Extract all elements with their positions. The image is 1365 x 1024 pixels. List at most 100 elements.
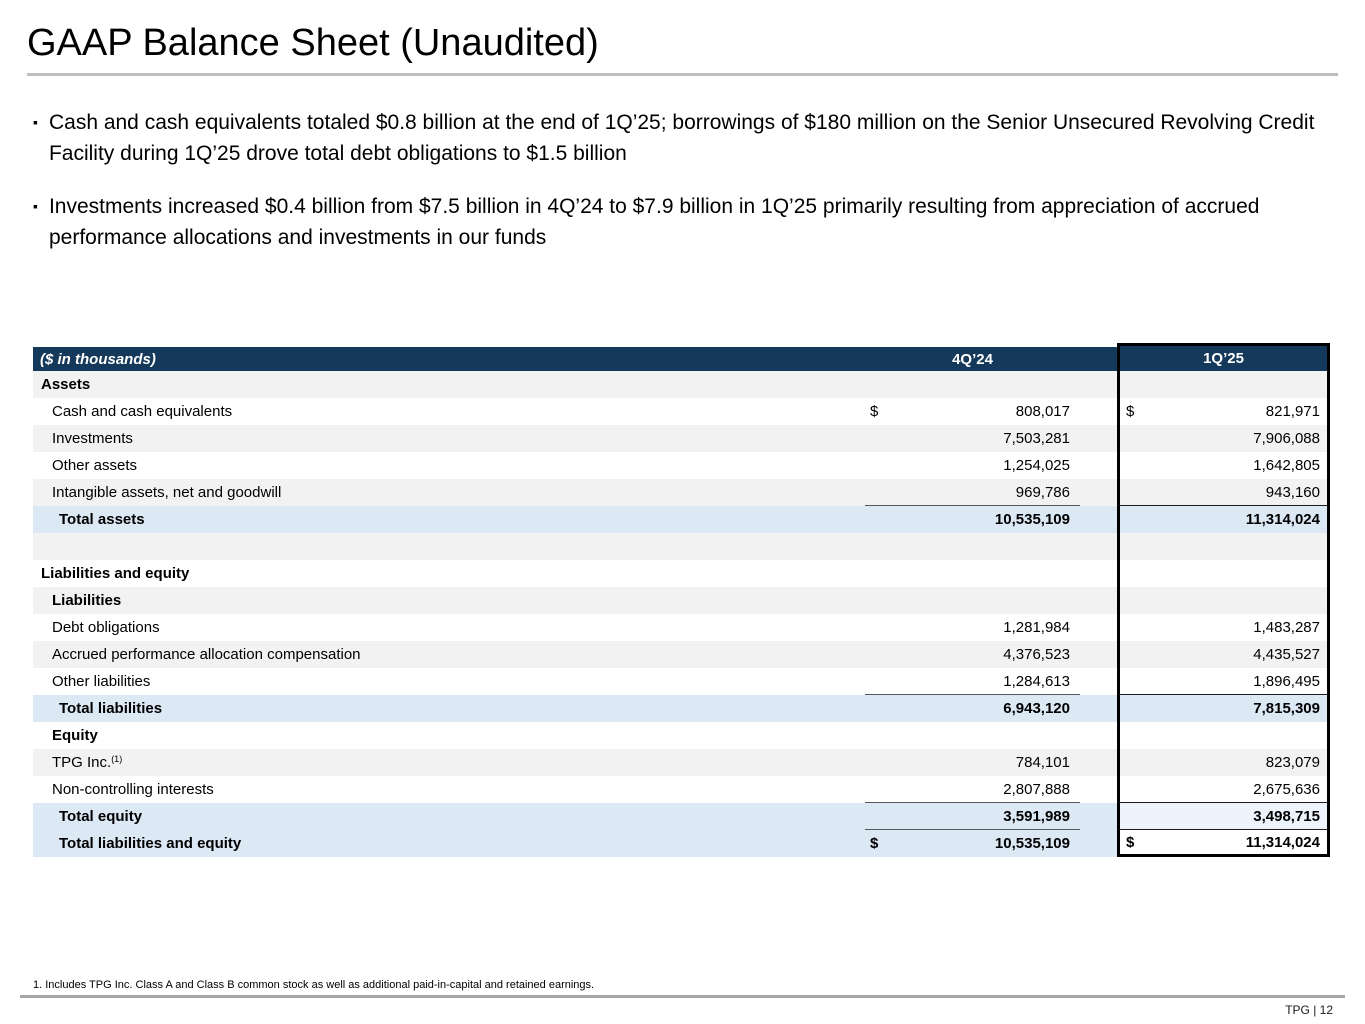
- balance-sheet-table: ($ in thousands) 4Q’24 1Q’25 Assets Cash …: [33, 343, 1330, 857]
- row-label-cell: Other assets: [33, 452, 865, 479]
- column-gap: [1080, 641, 1117, 668]
- value-4q24: [895, 371, 1080, 398]
- value-1q25: [1147, 587, 1330, 614]
- value-1q25: 7,815,309: [1147, 695, 1330, 722]
- row-label: Assets: [41, 376, 91, 393]
- value-4q24: 4,376,523: [1003, 646, 1070, 663]
- row-label-cell: Liabilities: [33, 587, 865, 614]
- bullet-square-icon: ▪: [33, 114, 38, 130]
- value-1q25: 4,435,527: [1147, 641, 1330, 668]
- table-row: Accrued performance allocation compensat…: [33, 641, 1330, 668]
- value-1q25: 3,498,715: [1147, 803, 1330, 830]
- table-rows: Assets Cash and cash equivalents $808,017 $…: [33, 371, 1330, 857]
- row-label: Investments: [52, 430, 133, 447]
- table-row: Investments 7,503,281 7,906,088: [33, 425, 1330, 452]
- row-label-cell: Intangible assets, net and goodwill: [33, 479, 865, 506]
- row-label: Total liabilities: [59, 700, 163, 717]
- bullet-item: ▪ Investments increased $0.4 billion fro…: [33, 191, 1333, 253]
- column-gap: [1080, 776, 1117, 803]
- row-label-cell: Total equity: [33, 803, 865, 830]
- footer-rule: [20, 995, 1345, 998]
- dollar-sign-1q25: [1117, 452, 1147, 479]
- value-4q24: 1,284,613: [895, 668, 1080, 695]
- table-row: Total assets 10,535,109 11,314,024: [33, 506, 1330, 533]
- column-gap: [1080, 722, 1117, 749]
- value-1q25: [1147, 560, 1330, 587]
- dollar-sign-1q25: [1117, 425, 1147, 452]
- row-label: Intangible assets, net and goodwill: [52, 484, 282, 501]
- value-4q24: 969,786: [895, 479, 1080, 506]
- dollar-sign-1q25: [1117, 587, 1147, 614]
- column-gap: [1080, 560, 1117, 587]
- value-1q25: 1,642,805: [1147, 452, 1330, 479]
- value-4q24: [895, 533, 1080, 560]
- table-row: Non-controlling interests 2,807,888 2,675,…: [33, 776, 1330, 803]
- value-4q24: 808,017: [1015, 403, 1070, 420]
- table-row: Total liabilities and equity $10,535,109 $…: [33, 830, 1330, 857]
- row-label: Debt obligations: [52, 619, 160, 636]
- value-1q25: [1147, 533, 1330, 560]
- column-header-4q24: 4Q’24: [952, 350, 993, 368]
- column-gap: [1080, 398, 1117, 425]
- column-header-1q25-highlighted: 1Q’25: [1117, 343, 1330, 371]
- value-1q25: 823,079: [1147, 749, 1330, 776]
- dollar-sign-4q24: [865, 695, 895, 722]
- dollar-sign-1q25: [1117, 668, 1147, 695]
- table-row: Total liabilities 6,943,120 7,815,309: [33, 695, 1330, 722]
- dollar-sign-4q24: [865, 560, 895, 587]
- row-label-cell: Cash and cash equivalents: [33, 398, 865, 425]
- row-label: Total liabilities and equity: [59, 835, 242, 852]
- value-4q24: 10,535,109: [994, 835, 1070, 852]
- row-label: Liabilities: [52, 592, 122, 609]
- title-rule: [27, 73, 1338, 76]
- value-4q24: 10,535,109: [994, 511, 1070, 528]
- value-1q25: 1,896,495: [1147, 668, 1330, 695]
- value-1q25: 821,971: [1147, 398, 1330, 425]
- row-label-cell: Total assets: [33, 506, 865, 533]
- dollar-sign-1q25: [1117, 506, 1147, 533]
- dollar-sign-1q25: [1117, 371, 1147, 398]
- bullet-text: Cash and cash equivalents totaled $0.8 b…: [48, 111, 1315, 165]
- column-gap: [1080, 695, 1117, 722]
- value-1q25: 1,483,287: [1147, 614, 1330, 641]
- table-row: Other assets 1,254,025 1,642,805: [33, 452, 1330, 479]
- table-row: Debt obligations 1,281,984 1,483,287: [33, 614, 1330, 641]
- value-1q25: 943,160: [1147, 479, 1330, 506]
- table-row: TPG Inc. (1) 784,101 823,079: [33, 749, 1330, 776]
- dollar-sign-1q25: [1117, 695, 1147, 722]
- table-row: Cash and cash equivalents $808,017 $821,97…: [33, 398, 1330, 425]
- dollar-sign-4q24: [865, 668, 895, 695]
- column-gap: [1080, 614, 1117, 641]
- dollar-sign-1q25: [1117, 479, 1147, 506]
- page-title: GAAP Balance Sheet (Unaudited): [27, 22, 599, 64]
- value-4q24: 1,254,025: [1003, 457, 1070, 474]
- dollar-sign-1q25: [1117, 776, 1147, 803]
- dollar-sign-4q24: [865, 371, 895, 398]
- row-label-cell: Equity: [33, 722, 865, 749]
- table-row: Other liabilities 1,284,613 1,896,495: [33, 668, 1330, 695]
- value-4q24: [895, 722, 1080, 749]
- dollar-sign-4q24: $: [870, 835, 879, 852]
- column-gap: [1080, 506, 1117, 533]
- table-header-row: ($ in thousands) 4Q’24 1Q’25: [33, 343, 1330, 371]
- row-label-cell: Non-controlling interests: [33, 776, 865, 803]
- row-label-cell: Accrued performance allocation compensat…: [33, 641, 865, 668]
- row-label: Equity: [52, 727, 98, 744]
- dollar-sign-4q24: [865, 587, 895, 614]
- table-row: [33, 533, 1330, 560]
- table-row: Total equity 3,591,989 3,498,715: [33, 803, 1330, 830]
- value-1q25: 2,675,636: [1147, 776, 1330, 803]
- dollar-sign-1q25: [1117, 749, 1147, 776]
- row-label-cell: Total liabilities: [33, 695, 865, 722]
- value-1q25: [1147, 371, 1330, 398]
- dollar-sign-4q24: [865, 479, 895, 506]
- page-number-label: TPG | 12: [1285, 1003, 1333, 1017]
- row-label-cell: TPG Inc. (1): [52, 753, 123, 771]
- value-1q25: 7,906,088: [1147, 425, 1330, 452]
- column-gap: [1080, 533, 1117, 560]
- row-label-cell: Assets: [33, 371, 865, 398]
- bullet-square-icon: ▪: [33, 198, 38, 214]
- dollar-sign-4q24: [865, 452, 895, 479]
- column-gap: [1080, 425, 1117, 452]
